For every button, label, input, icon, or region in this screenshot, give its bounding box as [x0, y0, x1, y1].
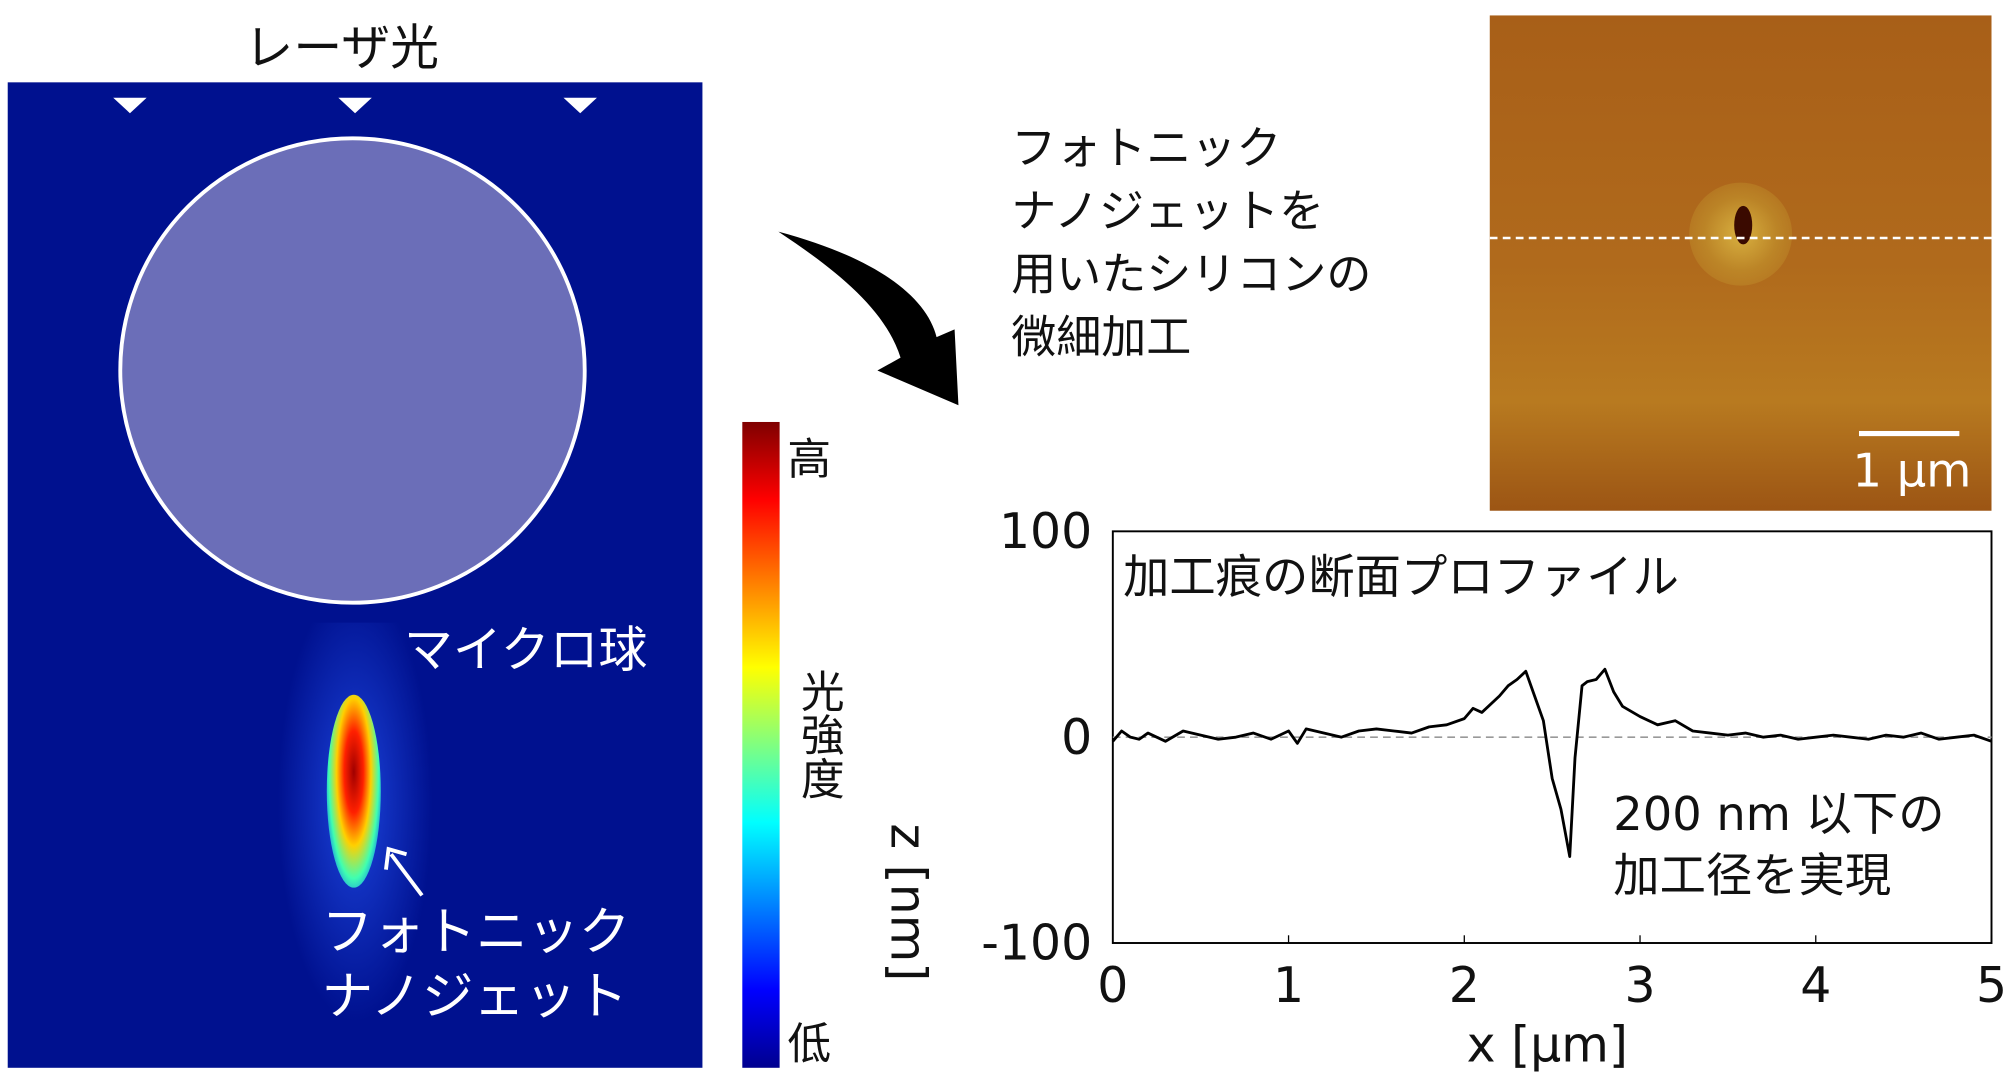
chart-annotation: 200 nm 以下の 加工径を実現 — [1613, 785, 1944, 909]
curved-arrow-icon — [778, 231, 959, 406]
caption: フォトニック ナノジェットを 用いたシリコンの 微細加工 — [1011, 118, 1371, 370]
colorbar-label: 光強度 — [792, 668, 844, 801]
laser-title: レーザ光 — [244, 19, 440, 76]
laser-arrow-icon — [113, 97, 147, 114]
field-simulation: マイクロ球 フォトニック ナノジェット — [7, 82, 703, 1068]
colorbar-high: 高 — [787, 434, 832, 487]
x-tick-label: 0 — [1097, 957, 1128, 1014]
x-tick-label: 3 — [1624, 957, 1655, 1014]
microsphere — [118, 136, 587, 605]
afm-hole — [1734, 205, 1753, 245]
caption-line: 用いたシリコンの — [1011, 249, 1372, 302]
profile-line — [1489, 236, 1992, 240]
nanojet-label-line2: ナノジェット — [321, 967, 628, 1027]
laser-arrow-icon — [338, 97, 372, 114]
colorbar — [742, 421, 780, 1068]
annotation-line1: 200 nm 以下の — [1613, 788, 1945, 842]
caption-line: フォトニック — [1011, 123, 1282, 175]
annotation-line2: 加工径を実現 — [1613, 850, 1892, 904]
pointer-arrow-icon — [384, 846, 424, 897]
x-axis-label: x [μm] — [1466, 1016, 1628, 1073]
colorbar-low: 低 — [787, 1018, 832, 1071]
nanojet-label: フォトニック ナノジェット — [322, 901, 631, 1030]
caption-line: 微細加工 — [1011, 312, 1192, 365]
nanojet-label-line1: フォトニック — [321, 903, 631, 963]
x-tick-label: 1 — [1273, 957, 1304, 1014]
scale-bar — [1858, 430, 1960, 437]
y-axis-label: z [nm] — [879, 823, 937, 982]
profile-series-line — [1111, 667, 1992, 858]
caption-line: ナノジェットを — [1011, 186, 1325, 239]
x-tick-label: 5 — [1976, 957, 2007, 1014]
microsphere-label: マイクロ球 — [403, 621, 648, 678]
scale-bar-label: 1 μm — [1852, 445, 1972, 498]
y-tick-label: -100 — [981, 915, 1092, 972]
photonic-nanojet — [326, 694, 381, 888]
afm-image: 1 μm — [1489, 15, 1992, 511]
x-tick-label: 4 — [1800, 957, 1831, 1014]
laser-arrow-icon — [563, 97, 597, 114]
y-tick-label: 100 — [999, 503, 1092, 560]
x-tick-label: 2 — [1449, 957, 1480, 1014]
y-tick-label: 0 — [1061, 709, 1092, 766]
chart-title: 加工痕の断面プロファイル — [1123, 551, 1679, 605]
